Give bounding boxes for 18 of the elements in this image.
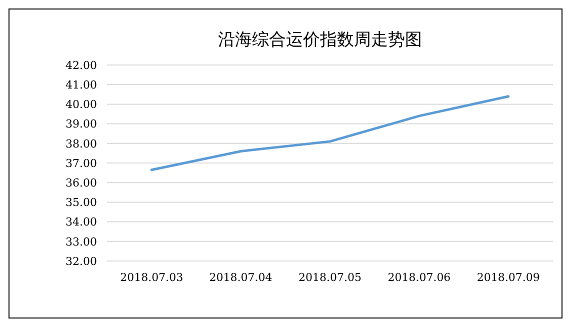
y-tick-label: 41.00	[66, 78, 97, 92]
y-tick-label: 36.00	[66, 176, 97, 190]
x-tick-label: 2018.07.06	[388, 271, 451, 284]
y-tick-label: 38.00	[66, 137, 97, 150]
chart-title: 沿海综合运价指数周走势图	[218, 30, 422, 50]
x-tick-label: 2018.07.05	[298, 271, 362, 284]
y-tick-label: 40.00	[66, 98, 97, 112]
y-tick-label: 32.00	[66, 254, 97, 268]
y-tick-label: 39.00	[66, 118, 97, 131]
x-tick-label: 2018.07.09	[476, 271, 540, 284]
y-tick-label: 33.00	[66, 235, 97, 248]
y-tick-label: 42.00	[66, 58, 97, 72]
x-tick-label: 2018.07.03	[120, 271, 184, 284]
y-tick-label: 37.00	[66, 156, 97, 170]
x-tick-label: 2018.07.04	[209, 271, 272, 284]
y-tick-label: 35.00	[66, 196, 97, 210]
line-series	[150, 95, 510, 172]
y-tick-label: 34.00	[66, 216, 97, 229]
